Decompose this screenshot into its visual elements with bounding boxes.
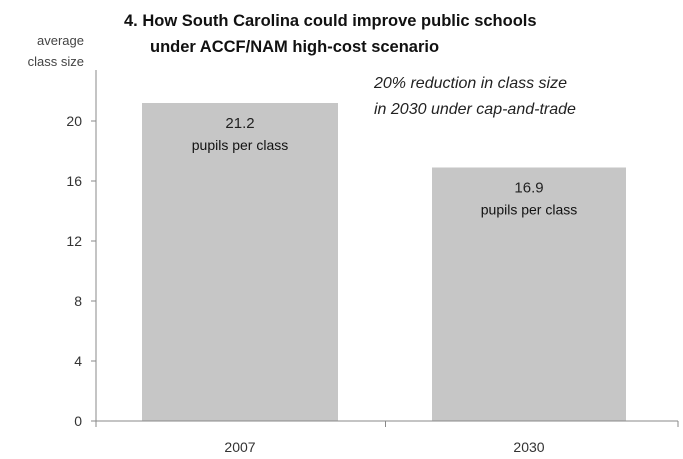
- x-tick-label-2030: 2030: [513, 439, 544, 455]
- y-tick-label-20: 20: [66, 113, 82, 129]
- bar-value-label-2030: 16.9: [514, 180, 543, 197]
- x-tick-label-2007: 2007: [224, 439, 255, 455]
- y-axis-label-line-2: class size: [28, 54, 84, 69]
- annotation-line-1: 20% reduction in class size: [373, 75, 567, 92]
- bar-value-label-2007: 21.2: [225, 115, 254, 132]
- annotation-line-2: in 2030 under cap-and-trade: [374, 101, 576, 118]
- chart-title: 4. How South Carolina could improve publ…: [124, 12, 537, 56]
- y-tick-label-12: 12: [66, 233, 82, 249]
- y-tick-label-0: 0: [74, 413, 82, 429]
- y-axis-label: average class size: [28, 33, 84, 69]
- x-axis-ticks: 2007 2030: [95, 421, 679, 455]
- bar-unit-label-2030: pupils per class: [481, 202, 578, 218]
- bar-2030: [432, 167, 626, 421]
- chart-title-line-2: under ACCF/NAM high-cost scenario: [150, 38, 439, 56]
- y-tick-label-16: 16: [66, 173, 82, 189]
- axes: [95, 70, 678, 422]
- y-tick-label-8: 8: [74, 293, 82, 309]
- chart-title-line-1: 4. How South Carolina could improve publ…: [124, 12, 537, 30]
- bar-2007: [142, 103, 338, 421]
- annotation: 20% reduction in class size in 2030 unde…: [373, 75, 576, 118]
- y-tick-label-4: 4: [74, 353, 82, 369]
- bar-unit-label-2007: pupils per class: [192, 137, 289, 153]
- bar-series: 21.2 pupils per class 16.9 pupils per class: [142, 103, 626, 421]
- y-axis-label-line-1: average: [37, 33, 84, 48]
- y-axis-ticks: 0 4 8 12 16 20: [66, 113, 96, 429]
